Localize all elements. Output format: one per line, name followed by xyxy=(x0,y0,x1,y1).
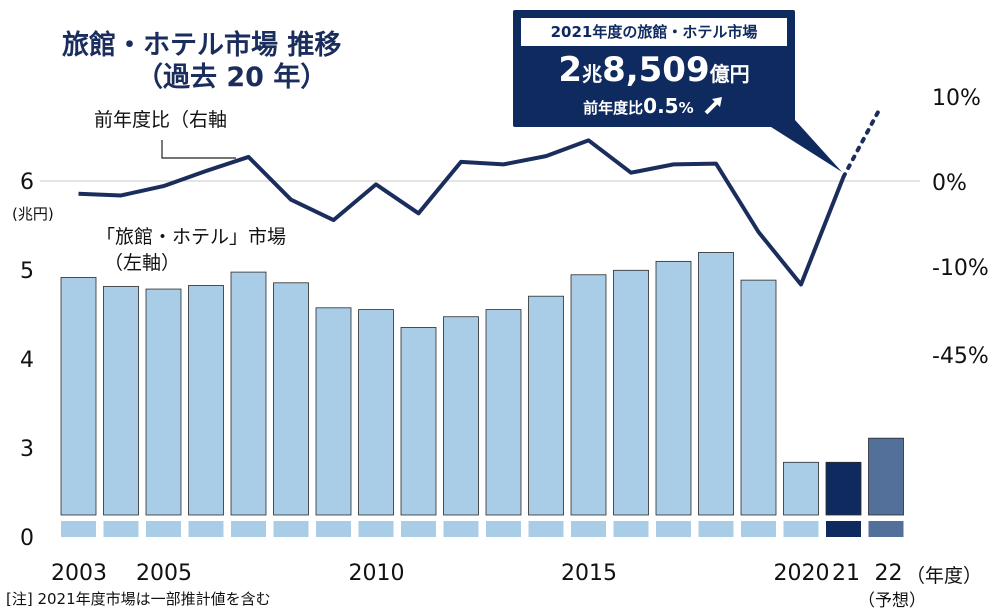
left-tick-label: 5 xyxy=(20,259,34,284)
callout-value-prefix: 2 xyxy=(558,50,583,90)
x-forecast-label: （予想） xyxy=(858,591,926,611)
bar-stub-2017 xyxy=(656,521,691,537)
bar-stub-2008 xyxy=(273,521,309,537)
callout-sub-label: 前年度比 xyxy=(583,99,644,117)
bar-2021 xyxy=(825,461,862,516)
callout-value-main: 8,509 xyxy=(602,50,710,90)
callout-value: 2兆8,509億円 xyxy=(513,52,795,94)
x-tick-label: 2015 xyxy=(561,561,617,586)
bar-stub-2010 xyxy=(358,521,394,537)
callout-pointer xyxy=(760,120,842,172)
bar-2011 xyxy=(400,327,437,516)
line-label-leader xyxy=(161,140,236,159)
x-tick-label: 2005 xyxy=(136,561,192,586)
right-tick-label: 10% xyxy=(932,86,981,111)
bar-2014 xyxy=(528,295,564,516)
bar-series-label-2: （左軸） xyxy=(104,252,181,274)
bar-stub-2019 xyxy=(741,521,776,537)
title-line1: 旅館・ホテル市場 推移 xyxy=(62,30,342,61)
bar-stub-2022 xyxy=(868,521,904,537)
title-line2: （過去 20 年） xyxy=(136,62,328,93)
x-tick-label: 2020 xyxy=(774,561,830,586)
bar-2018 xyxy=(698,252,734,516)
bar-stub-2009 xyxy=(316,521,351,537)
bar-stub-2007 xyxy=(231,521,266,537)
x-tick-label: 22 xyxy=(875,561,903,586)
left-tick-label: 3 xyxy=(20,437,34,462)
bar-stub-2012 xyxy=(443,521,479,537)
bar-stub-2018 xyxy=(698,521,734,537)
bar-stub-2006 xyxy=(188,521,224,537)
footnote: [注] 2021年度市場は一部推計値を含む xyxy=(6,590,271,608)
bar-2003 xyxy=(60,277,97,516)
bar-stub-2020 xyxy=(783,521,819,537)
bar-2019 xyxy=(740,279,777,516)
right-tick-label: -10% xyxy=(932,256,989,281)
bar-2006 xyxy=(188,285,224,516)
bar-stub-2015 xyxy=(571,521,606,537)
bar-2008 xyxy=(273,282,309,516)
callout-sub-percent: % xyxy=(678,99,694,117)
bar-stub-2004 xyxy=(103,521,139,537)
left-axis-unit: (兆円) xyxy=(12,205,54,223)
callout-subline: 前年度比0.5% xyxy=(513,94,795,120)
bar-2007 xyxy=(230,271,267,516)
bar-2017 xyxy=(655,260,692,516)
x-tick-label: 2003 xyxy=(51,561,107,586)
yoy-forecast-line xyxy=(841,106,882,179)
line-series-label: 前年度比（右軸 xyxy=(94,109,228,131)
bar-2004 xyxy=(103,285,139,516)
bar-2022 xyxy=(868,437,904,516)
bar-stub-2014 xyxy=(528,521,564,537)
x-tick-label: 21 xyxy=(832,561,860,586)
left-tick-label: 4 xyxy=(20,348,34,373)
bar-2020 xyxy=(783,461,819,516)
bar-series-label-1: 「旅館・ホテル」市場 xyxy=(96,226,287,248)
up-arrow-icon xyxy=(704,97,722,115)
bar-2009 xyxy=(315,307,352,516)
bar-stub-2003 xyxy=(61,521,96,537)
left-tick-label: 0 xyxy=(20,526,34,551)
chart-title: 旅館・ホテル市場 推移 （過去 20 年） xyxy=(62,30,341,94)
bar-2005 xyxy=(145,288,182,516)
x-tick-label: 2010 xyxy=(349,561,405,586)
bar-stub-2005 xyxy=(146,521,181,537)
bar-2012 xyxy=(443,316,479,516)
callout-box: 2021年度の旅館・ホテル市場 2兆8,509億円 前年度比0.5% xyxy=(513,10,795,127)
callout-header: 2021年度の旅館・ホテル市場 xyxy=(521,18,787,46)
callout-sub-value: 0.5 xyxy=(643,94,679,118)
bar-stub-2011 xyxy=(401,521,436,537)
bar-2010 xyxy=(358,309,394,516)
bar-stub-2016 xyxy=(613,521,649,537)
bar-2015 xyxy=(570,274,607,516)
callout-unit-trillion: 兆 xyxy=(582,62,603,86)
right-tick-label: -45% xyxy=(932,344,989,369)
bar-stub-2013 xyxy=(486,521,521,537)
callout-unit-yen: 億円 xyxy=(709,62,750,86)
bar-2016 xyxy=(613,269,649,516)
bar-stub-2021 xyxy=(826,521,861,537)
x-axis-unit: （年度） xyxy=(906,565,983,587)
yoy-line xyxy=(78,138,846,287)
right-tick-label: 0% xyxy=(932,171,967,196)
bar-2013 xyxy=(485,309,522,516)
left-tick-label: 6 xyxy=(20,170,34,195)
